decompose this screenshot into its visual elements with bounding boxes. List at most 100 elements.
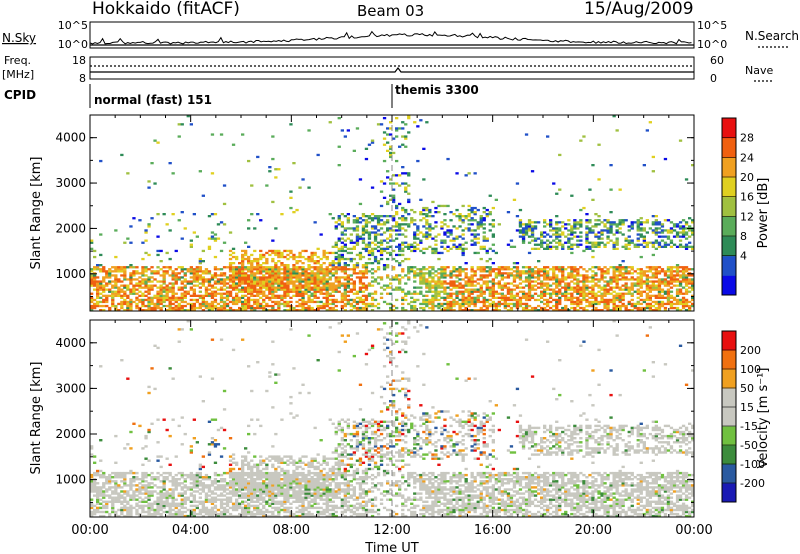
echo-cell [373,235,378,238]
echo-cell [219,309,224,312]
echo-cell [292,284,296,287]
echo-cell [606,221,610,224]
echo-cell [358,278,363,281]
echo-cell [337,255,341,259]
echo-cell [144,445,148,448]
echo-cell [615,266,619,269]
echo-cell [639,280,643,283]
echo-cell [425,286,429,289]
echo-cell [395,253,399,257]
echo-cell [609,231,613,234]
echo-cell [404,274,408,277]
echo-cell [404,257,408,261]
echo-cell [458,304,462,308]
echo-cell [310,266,314,269]
echo-cell [238,278,242,281]
echo-cell [144,231,148,234]
echo-cell [470,219,474,222]
echo-cell [355,229,360,232]
echo-cell [675,235,680,238]
echo-cell [174,280,178,283]
echo-cell [458,309,462,312]
echo-cell [346,219,350,222]
echo-cell [307,266,311,269]
echo-cell [316,290,320,293]
echo-cell [555,223,559,226]
echo-cell [174,306,178,310]
echo-cell [316,266,320,269]
echo-cell [691,245,695,248]
echo-cell [358,290,363,293]
echo-cell [123,272,127,275]
echo-cell [349,278,353,281]
echo-cell [585,235,589,238]
echo-cell [407,192,411,195]
echo-cell [630,298,634,302]
echo-cell [473,237,477,240]
echo-cell [367,270,372,273]
echo-cell [213,488,218,491]
echo-cell [473,304,477,308]
echo-cell [331,260,335,263]
echo-cell [488,247,492,250]
echo-cell [253,298,257,302]
echo-cell [114,304,118,308]
echo-cell [162,280,166,283]
echo-cell [283,302,287,306]
echo-cell [630,284,634,287]
echo-cell [543,231,547,234]
echo-cell [651,221,655,224]
echo-cell [630,302,634,306]
echo-cell [606,219,610,222]
echo-cell [126,508,130,512]
echo-cell [286,290,290,293]
echo-cell [603,294,607,297]
echo-cell [180,292,184,295]
echo-cell [304,286,308,289]
echo-cell [352,268,356,271]
echo-cell [268,292,272,295]
echo-cell [443,276,447,279]
echo-cell [621,272,625,275]
echo-cell [165,309,169,312]
echo-cell [434,206,438,210]
echo-cell [177,484,181,487]
echo-cell [612,245,616,248]
echo-cell [268,296,272,299]
echo-cell [506,286,511,289]
echo-cell [228,278,233,281]
echo-cell [591,292,595,295]
echo-cell [286,280,290,283]
echo-cell [108,270,112,273]
echo-cell [431,276,435,279]
echo-cell [198,294,202,297]
echo-cell [612,221,616,224]
echo-cell [684,227,689,230]
echo-cell [310,278,314,281]
echo-cell [340,225,344,228]
echo-cell [201,294,205,297]
echo-cell [585,294,589,297]
echo-cell [150,476,154,479]
echo-cell [527,286,532,289]
echo-cell [265,304,269,308]
echo-cell [612,223,616,226]
echo-cell [192,482,196,485]
echo-cell [93,488,97,491]
echo-cell [192,309,196,312]
echo-cell [114,434,118,438]
echo-cell [422,247,426,250]
echo-cell [443,266,447,269]
echo-cell [537,282,541,285]
echo-cell [533,247,538,250]
echo-cell [606,272,610,275]
echo-cell [639,309,643,312]
echo-cell [543,241,547,244]
echo-cell [648,290,652,293]
echo-cell [543,282,547,285]
echo-cell [413,292,417,295]
echo-cell [597,266,601,269]
echo-cell [688,286,692,289]
echo-cell [612,268,616,271]
echo-cell [189,471,193,475]
